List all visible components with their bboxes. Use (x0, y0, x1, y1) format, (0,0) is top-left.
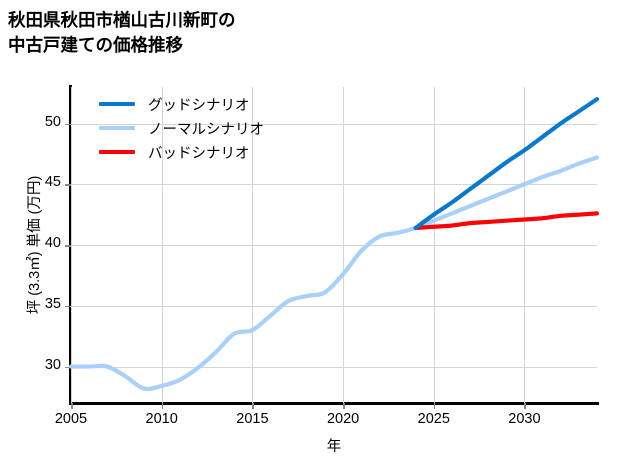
y-tick-label: 45 (44, 174, 61, 191)
x-tick-mark (343, 403, 345, 409)
y-tick-mark (65, 123, 71, 125)
legend-item[interactable]: グッドシナリオ (99, 92, 309, 116)
series-line (413, 97, 600, 231)
gridline-vertical (433, 87, 435, 403)
gridline-vertical (161, 87, 163, 403)
legend-line-swatch-icon (99, 149, 135, 155)
x-tick-label: 2015 (236, 411, 269, 427)
gridline-vertical (343, 87, 345, 403)
series-line (413, 211, 600, 231)
x-axis-title: 年 (326, 439, 342, 455)
y-tick-mark (65, 245, 71, 247)
legend-line-swatch-icon (99, 101, 135, 107)
x-tick-mark (161, 403, 164, 409)
x-tick-label: 2005 (54, 411, 88, 427)
gridline-vertical (524, 87, 526, 403)
x-tick-mark (252, 403, 254, 409)
gridline-horizontal (71, 184, 597, 186)
x-tick-label: 2030 (508, 411, 541, 427)
y-tick-mark (65, 366, 71, 368)
y-tick-mark (65, 184, 71, 186)
legend: グッドシナリオ ノーマルシナリオ バッドシナリオ (99, 92, 309, 164)
legend-line-swatch-icon (99, 125, 135, 131)
gridline-horizontal (71, 245, 597, 246)
gridline-horizontal (71, 123, 597, 125)
gridline-horizontal (71, 305, 597, 307)
plot-area: 30 35 40 45 50 2005 2010 2015 2020 2025 2030 年 坪 … (27, 87, 600, 455)
x-tick-mark (71, 403, 73, 409)
series-lines (68, 97, 600, 392)
gridline-vertical (71, 87, 72, 403)
y-tick-mark (65, 305, 71, 308)
y-tick-label: 50 (44, 113, 61, 130)
y-tick-label: 30 (44, 356, 61, 373)
gridline-horizontal (71, 366, 597, 368)
legend-item[interactable]: バッドシナリオ (99, 140, 309, 164)
gridline-vertical (252, 87, 254, 403)
x-tick-label: 2010 (145, 411, 178, 427)
x-tick-mark (524, 403, 526, 409)
x-tick-label: 2025 (417, 411, 450, 427)
legend-item-label: バッドシナリオ (148, 145, 250, 162)
y-axis-title: 坪 (3.3㎡) 単価 (万円) (27, 175, 43, 315)
series-line (68, 155, 600, 392)
x-tick-mark (433, 403, 436, 409)
legend-item-label: ノーマルシナリオ (148, 121, 264, 138)
page-title: 秋田県秋田市楢山古川新町の 中古戸建ての価格推移 (8, 10, 236, 55)
y-tick-label: 40 (44, 235, 61, 251)
legend-item-label: グッドシナリオ (148, 97, 250, 114)
y-tick-label: 35 (44, 295, 61, 312)
x-axis-line (69, 402, 599, 405)
x-tick-label: 2020 (326, 411, 360, 427)
legend-item[interactable]: ノーマルシナリオ (99, 116, 309, 140)
